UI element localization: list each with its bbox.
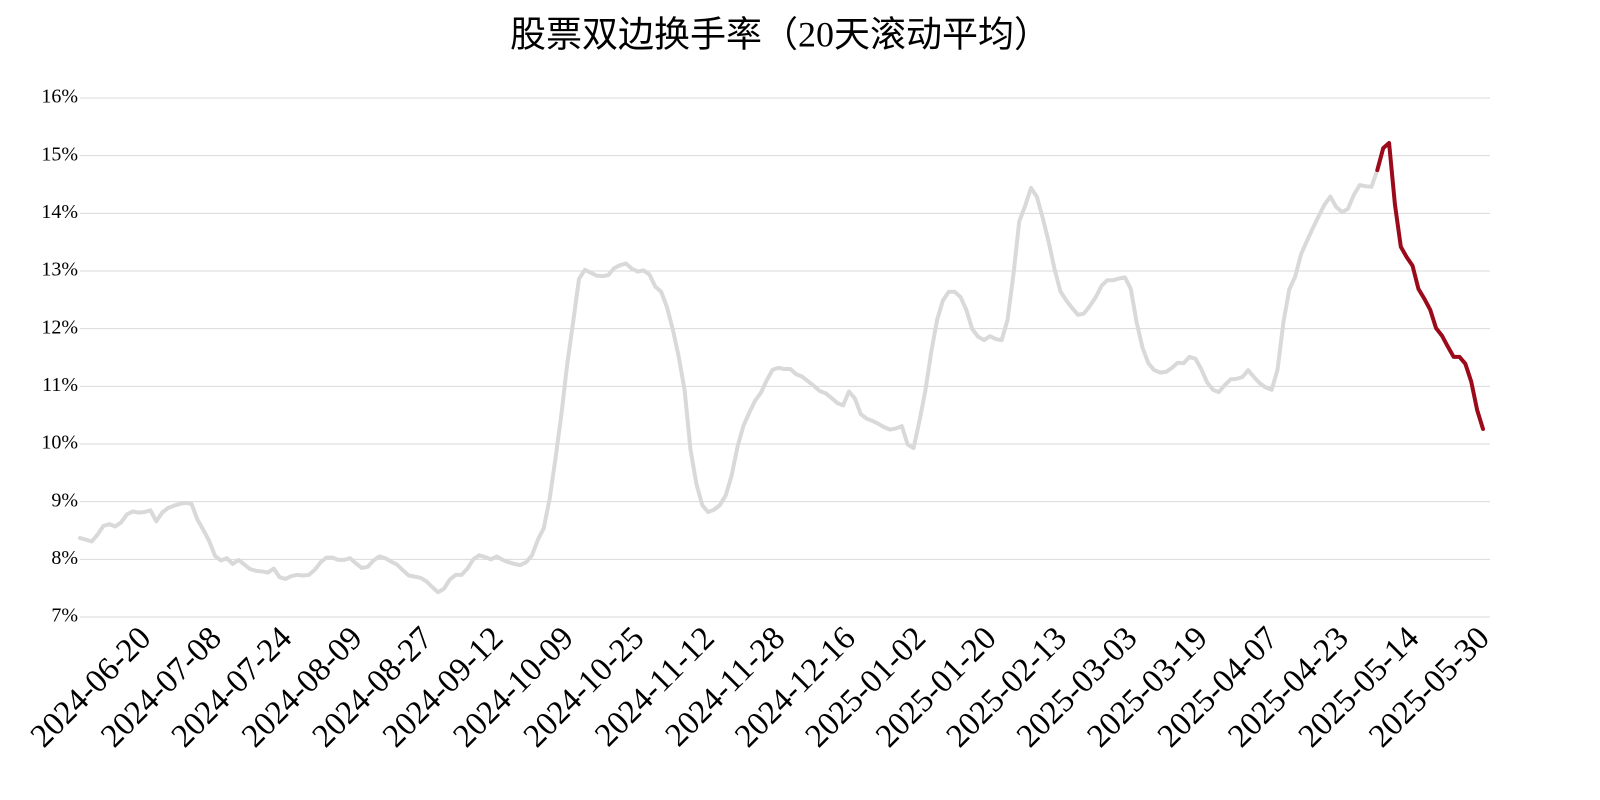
y-tick-label: 7%	[51, 605, 78, 627]
chart-title: 股票双边换手率（20天滚动平均）	[510, 14, 1050, 54]
line-series	[1375, 140, 1485, 432]
y-tick-label: 16%	[41, 86, 78, 108]
y-tick-label: 14%	[41, 201, 78, 223]
line-series	[78, 168, 1380, 595]
y-tick-label: 10%	[41, 432, 78, 454]
y-tick-label: 12%	[41, 316, 78, 338]
y-tick-label: 11%	[42, 374, 78, 396]
y-tick-label: 9%	[51, 489, 78, 511]
y-tick-label: 13%	[41, 259, 78, 281]
y-tick-label: 8%	[51, 547, 78, 569]
y-tick-label: 15%	[41, 143, 78, 165]
